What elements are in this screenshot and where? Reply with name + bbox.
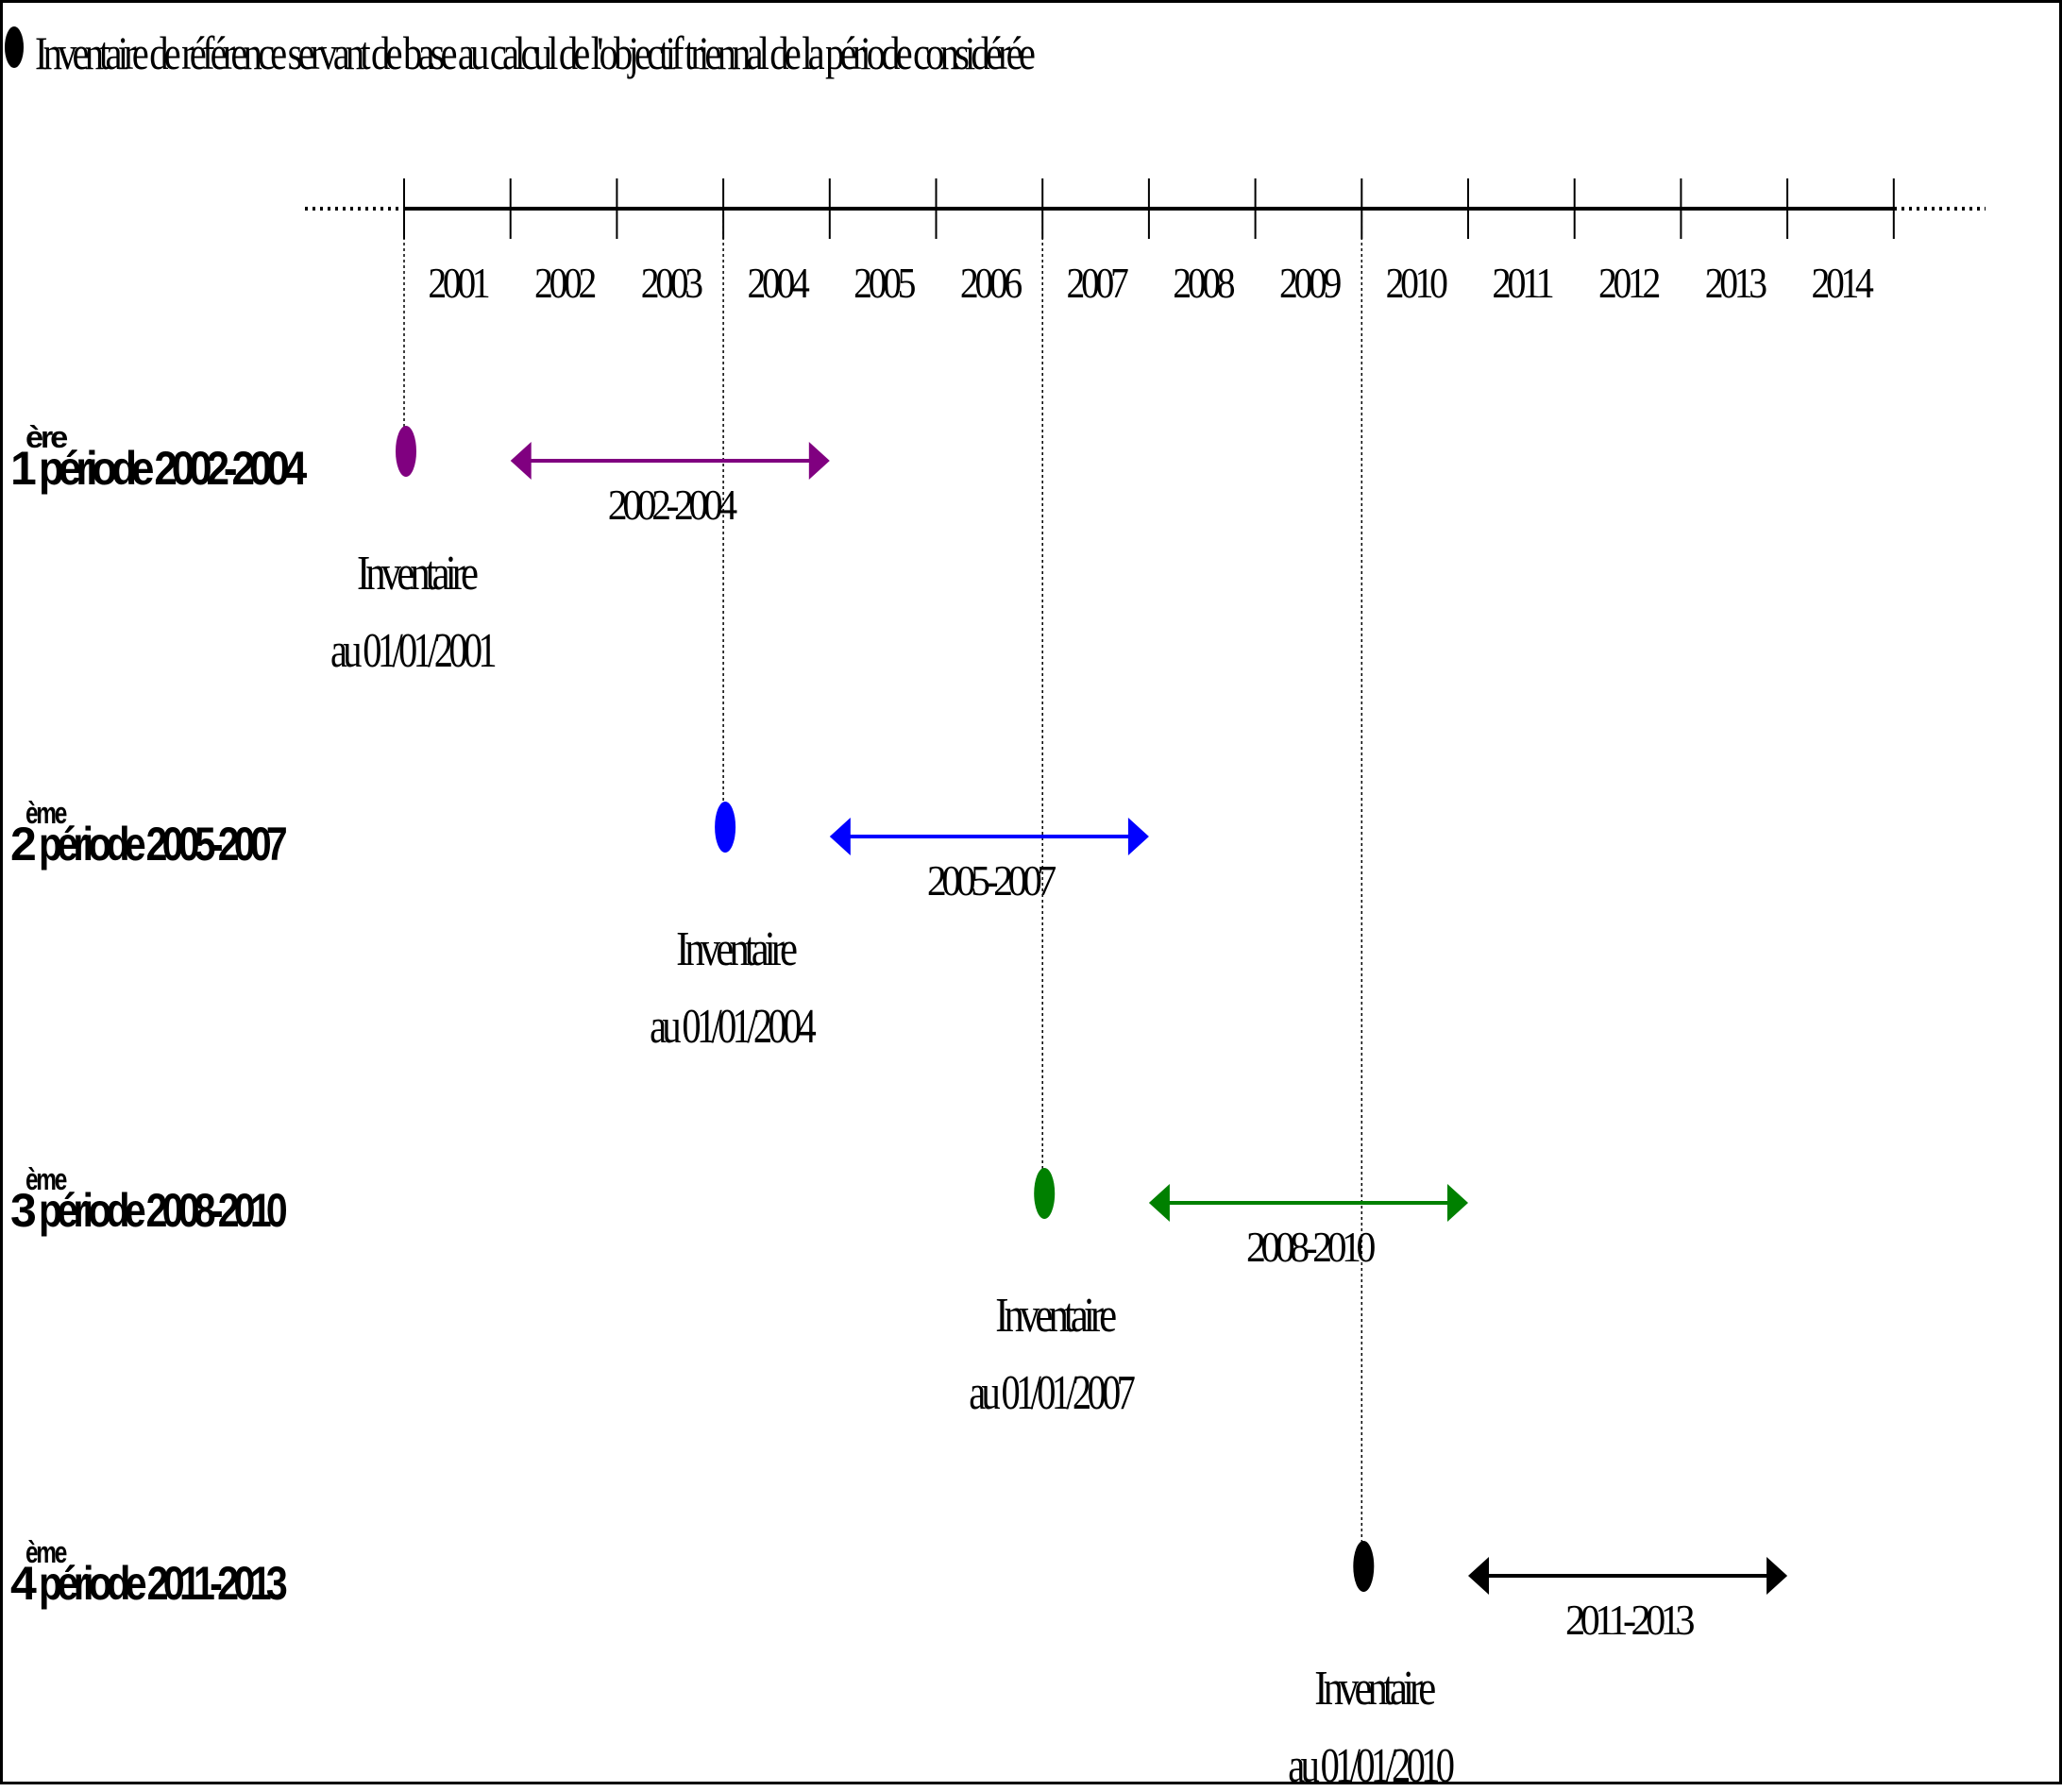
inventory-marker	[1034, 1168, 1056, 1219]
year-label: 2010	[1386, 259, 1447, 307]
inventory-guide-lines	[403, 209, 1363, 1566]
inventory-marker	[715, 802, 736, 853]
legend-text: Inventaire de référence servant de base …	[35, 26, 1035, 79]
year-label: 2005	[854, 259, 915, 307]
year-label: 2012	[1598, 259, 1660, 307]
period-number-suffix: ème	[25, 796, 67, 830]
period-number-suffix: ème	[25, 1162, 67, 1196]
timeline-axis: 2001 2002 2003 2004 2005 2006 2007 2008 2009 2010…	[305, 178, 1986, 307]
range-label: 2005-2007	[927, 856, 1056, 904]
year-label: 2001	[428, 259, 489, 307]
period-label: période 2011-2013	[39, 1557, 286, 1610]
year-label: 2014	[1811, 259, 1873, 307]
range-arrow-head-left	[1148, 1184, 1170, 1222]
timeline-diagram: Inventaire de référence servant de base …	[5, 26, 1986, 1792]
range-arrow-head-left	[829, 818, 851, 855]
axis-ticks	[403, 178, 1895, 239]
year-label: 2003	[641, 259, 702, 307]
range-arrow-head-right	[1766, 1557, 1788, 1595]
inventory-caption-line2: au 01/01/2001	[330, 624, 495, 678]
range-label: 2008-2010	[1246, 1223, 1376, 1271]
inventory-caption-line1: Inventaire	[357, 547, 478, 600]
range-label: 2002-2004	[608, 481, 737, 529]
range-arrow-head-left	[510, 442, 532, 480]
inventory-caption-line1: Inventaire	[995, 1289, 1116, 1343]
year-label: 2007	[1067, 259, 1128, 307]
period-number-suffix: ère	[25, 420, 67, 454]
year-label: 2004	[747, 259, 809, 307]
inventory-caption-line2: au 01/01/2004	[650, 1000, 817, 1054]
period-label: période 2002-2004	[39, 442, 307, 495]
range-arrow-head-right	[1127, 818, 1149, 855]
inventory-caption-line1: Inventaire	[1314, 1662, 1435, 1716]
axis-year-labels: 2001 2002 2003 2004 2005 2006 2007 2008 2009 2010…	[428, 259, 1878, 307]
year-label: 2009	[1279, 259, 1341, 307]
legend: Inventaire de référence servant de base …	[5, 26, 1040, 79]
period-label: période 2008-2010	[39, 1184, 286, 1237]
inventory-marker	[396, 426, 416, 477]
period-label: période 2005-2007	[39, 818, 286, 871]
inventory-caption-line2: au 01/01/2007	[969, 1366, 1135, 1420]
legend-marker	[5, 26, 24, 68]
year-label: 2011	[1492, 259, 1553, 307]
inventory-caption-line1: Inventaire	[676, 922, 797, 976]
range-arrow-head-right	[1447, 1184, 1468, 1222]
inventory-marker	[1353, 1541, 1375, 1592]
year-label: 2006	[960, 259, 1022, 307]
year-label: 2002	[534, 259, 596, 307]
year-label: 2013	[1705, 259, 1766, 307]
period-number-suffix: ème	[25, 1535, 67, 1569]
range-label: 2011-2013	[1565, 1596, 1695, 1644]
year-label: 2008	[1173, 259, 1234, 307]
inventory-caption-line2: au 01/01/2010	[1288, 1739, 1454, 1787]
range-arrow-head-left	[1468, 1557, 1489, 1595]
range-arrow-head-right	[808, 442, 830, 480]
